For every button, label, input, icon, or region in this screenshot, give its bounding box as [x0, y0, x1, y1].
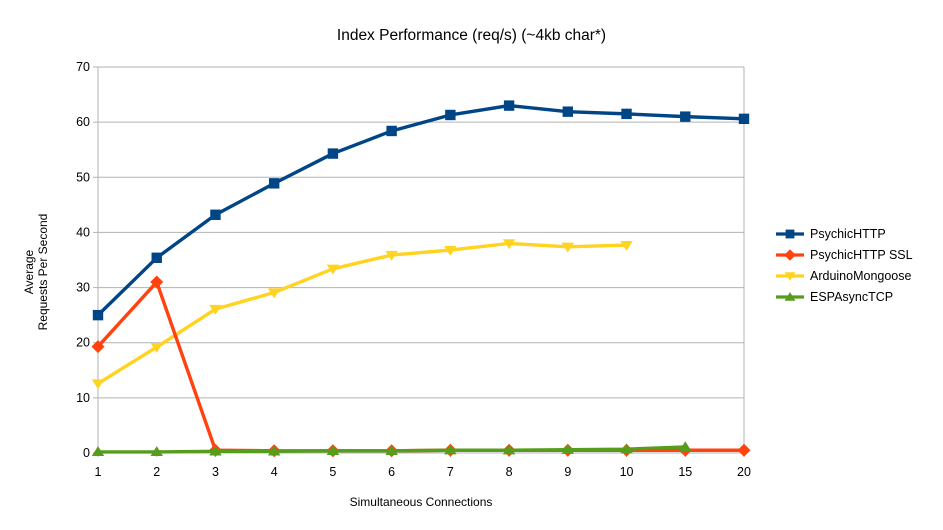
- legend-marker-shape: [784, 271, 796, 281]
- legend-label: PsychicHTTP SSL: [810, 247, 913, 262]
- x-tick-label: 9: [564, 465, 571, 479]
- legend-marker-shape: [785, 229, 795, 238]
- legend-marker-triangle-up-icon: [776, 291, 804, 301]
- data-point-triangle-up: [679, 441, 692, 452]
- data-point-square: [327, 148, 339, 159]
- data-point-triangle-down: [561, 242, 575, 253]
- x-tick-label: 6: [388, 465, 395, 479]
- y-axis-title: Average Requests Per Second: [22, 122, 50, 422]
- data-point-triangle-down: [385, 250, 398, 261]
- y-axis-title-line1: Average: [22, 249, 36, 295]
- data-point-square: [680, 111, 691, 122]
- y-axis: 0 10 20 30 40 50 60 70: [76, 60, 745, 460]
- legend-item-psychichttp: PsychicHTTP: [775, 223, 913, 244]
- legend-marker-diamond-icon: [776, 248, 804, 261]
- data-point-triangle-down: [444, 245, 457, 256]
- data-point-square: [562, 106, 574, 117]
- x-tick-label: 5: [329, 465, 336, 479]
- data-point-triangle-down: [150, 342, 163, 353]
- x-tick-label: 2: [153, 465, 160, 479]
- series-line: [97, 241, 627, 385]
- data-point-diamond: [737, 443, 751, 457]
- data-point-square: [738, 113, 750, 125]
- y-tick-label: 30: [76, 281, 90, 295]
- legend-item-psychichttp-ssl: PsychicHTTP SSL: [775, 244, 913, 265]
- data-point-triangle-down: [91, 379, 105, 390]
- y-tick-label: 70: [76, 60, 90, 74]
- legend-marker-triangle-down-icon: [776, 271, 804, 281]
- y-tick-label: 10: [76, 391, 90, 405]
- y-tick-label: 60: [76, 115, 90, 129]
- data-point-triangle-down: [326, 264, 340, 275]
- data-point-square: [92, 309, 104, 321]
- x-tick-label: 10: [620, 465, 634, 479]
- x-tick-label: 3: [212, 465, 219, 479]
- data-point-triangle-up: [150, 446, 163, 457]
- series-arduinomongoose: [91, 239, 633, 390]
- data-point-triangle-down: [502, 239, 516, 250]
- data-point-square: [268, 178, 280, 189]
- x-tick-label: 4: [271, 465, 278, 479]
- y-tick-label: 0: [83, 446, 90, 460]
- data-point-square: [445, 109, 456, 121]
- x-tick-label: 8: [506, 465, 513, 479]
- data-point-square: [621, 108, 632, 120]
- series-psychichttp: [92, 100, 750, 321]
- legend-label: ArduinoMongoose: [810, 268, 912, 283]
- series-line: [96, 280, 744, 453]
- legend-label: PsychicHTTP: [810, 226, 886, 241]
- legend-label: ESPAsyncTCP: [810, 289, 894, 304]
- data-point-triangle-up: [326, 445, 340, 455]
- legend-marker-shape: [784, 248, 796, 261]
- data-point-triangle-down: [267, 288, 281, 299]
- x-tick-label: 15: [678, 465, 692, 479]
- x-axis: 1 2 3 4 5 6 7 8 9 10 15 20: [95, 452, 751, 479]
- data-point-square: [210, 209, 221, 220]
- legend-item-espasynctcp: ESPAsyncTCP: [775, 286, 913, 307]
- data-point-triangle-up: [620, 443, 633, 454]
- y-tick-label: 20: [76, 336, 90, 350]
- data-point-diamond: [150, 275, 164, 289]
- x-tick-label: 1: [95, 465, 102, 479]
- data-point-triangle-up: [209, 445, 222, 456]
- series-psychichttp-ssl: [91, 275, 751, 458]
- legend-item-arduinomongoose: ArduinoMongoose: [775, 265, 913, 286]
- x-tick-label: 20: [737, 465, 751, 479]
- data-point-triangle-down: [620, 240, 633, 251]
- y-tick-label: 50: [76, 170, 90, 184]
- legend-marker-shape: [784, 291, 796, 301]
- data-point-triangle-up: [561, 443, 575, 454]
- y-axis-title-line2: Requests Per Second: [36, 213, 50, 331]
- data-point-square: [503, 100, 515, 111]
- y-tick-label: 40: [76, 225, 90, 239]
- series-espasynctcp: [91, 441, 692, 457]
- data-point-triangle-down: [209, 304, 222, 315]
- data-point-triangle-up: [385, 445, 398, 455]
- data-point-diamond: [91, 340, 105, 354]
- data-point-square: [386, 125, 397, 137]
- chart-title: Index Performance (req/s) (~4kb char*): [336, 27, 607, 44]
- data-point-triangle-up: [267, 445, 281, 456]
- legend: PsychicHTTP PsychicHTTP SSL ArduinoMongo…: [775, 223, 913, 307]
- x-tick-label: 7: [447, 465, 454, 479]
- legend-marker-square-icon: [776, 229, 804, 238]
- data-point-triangle-up: [502, 444, 516, 455]
- x-axis-title: Simultaneous Connections: [349, 495, 493, 509]
- data-point-triangle-up: [444, 444, 457, 455]
- series-line: [96, 103, 745, 317]
- data-point-triangle-up: [91, 446, 105, 457]
- data-point-square: [151, 252, 162, 263]
